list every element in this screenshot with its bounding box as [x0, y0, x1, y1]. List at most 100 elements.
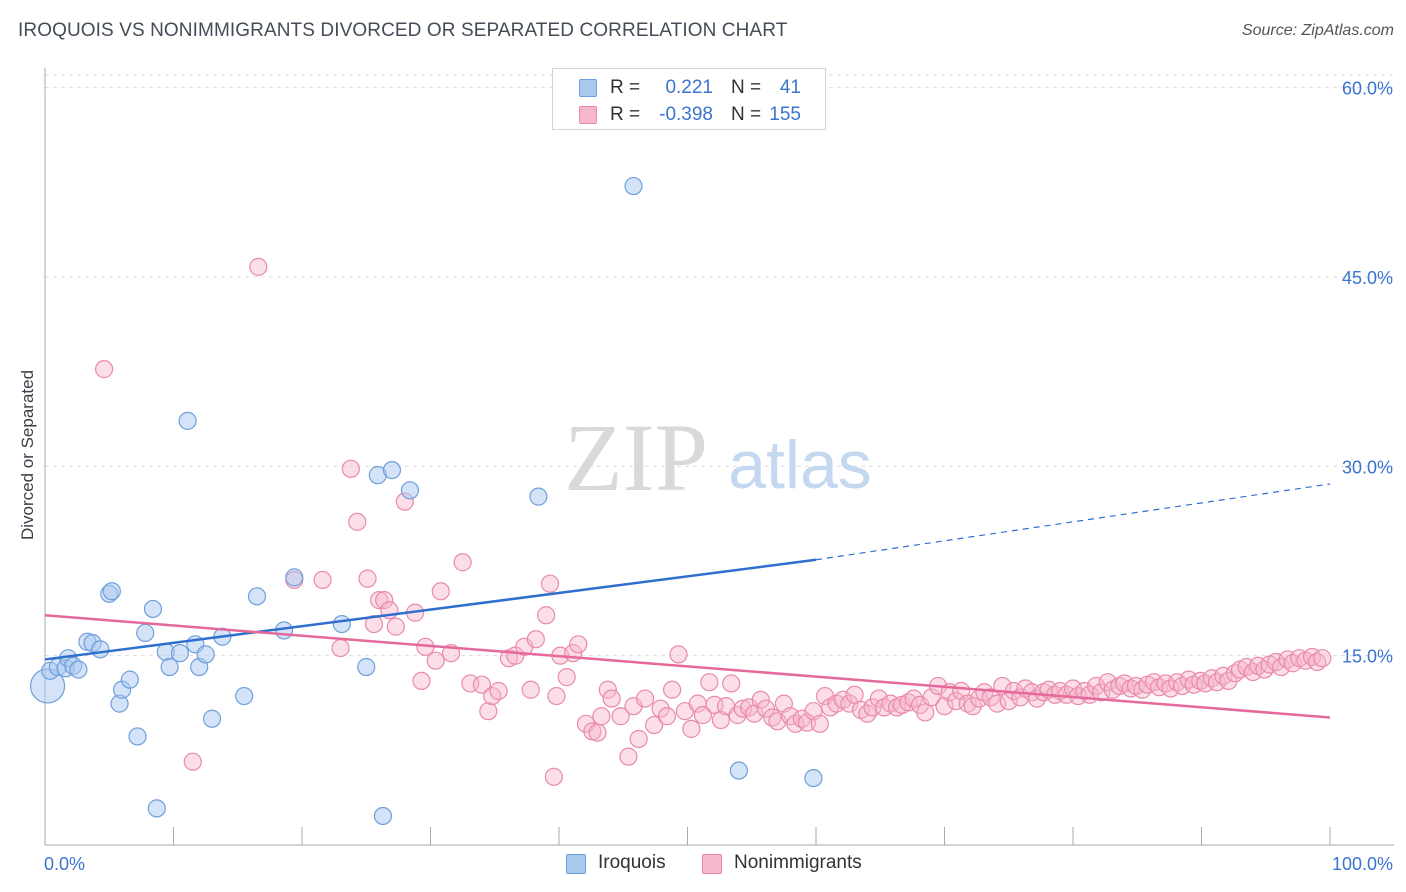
iroquois-point — [136, 623, 155, 643]
nonimmigrants-point — [644, 715, 664, 735]
nonimmigrants-point — [537, 606, 556, 625]
n-label: N = — [731, 77, 762, 98]
nonimmigrants-point — [635, 689, 655, 708]
iroquois-point — [400, 481, 420, 500]
nonimmigrants-point — [887, 698, 907, 717]
nonimmigrants-point — [722, 674, 741, 693]
tick-labels: 15.0% 30.0% 45.0% 60.0% 0.0% 100.0% — [44, 79, 1393, 874]
nonimmigrants-point — [845, 685, 864, 704]
nonimmigrants-point — [619, 747, 638, 766]
legend-label: Nonimmigrants — [734, 852, 862, 873]
nonimmigrants-point — [963, 697, 982, 716]
nonimmigrants-point — [733, 699, 752, 718]
iroquois-point — [373, 806, 393, 826]
nonimmigrants-point — [922, 688, 941, 707]
nonimmigrants-point — [1214, 666, 1233, 685]
iroquois-point — [102, 582, 121, 601]
nonimmigrants-point — [662, 680, 682, 699]
nonimmigrants-point — [693, 705, 713, 725]
nonimmigrants-point — [958, 694, 977, 713]
nonimmigrants-point — [412, 671, 431, 691]
nonimmigrants-point — [249, 257, 268, 276]
iroquois-point — [69, 660, 88, 679]
nonimmigrants-point — [521, 680, 540, 699]
nonimmigrants-point — [544, 767, 563, 786]
nonimmigrants-point — [453, 553, 472, 572]
nonimmigrants-point — [629, 729, 648, 749]
nonimmigrants-point — [358, 569, 377, 588]
nonimmigrants-swatch — [579, 106, 597, 124]
nonimmigrants-point — [840, 694, 859, 713]
nonimmigrants-point — [547, 686, 566, 706]
nonimmigrants-points — [95, 257, 1332, 786]
iroquois-point — [529, 487, 548, 506]
watermark-zip: ZIP — [564, 404, 708, 511]
nonimmigrants-point — [426, 651, 445, 670]
nonimmigrants-point — [183, 752, 202, 771]
nonimmigrants-point — [526, 630, 545, 649]
chart-title: IROQUOIS VS NONIMMIGRANTS DIVORCED OR SE… — [18, 20, 788, 41]
iroquois-point — [178, 411, 197, 430]
nonimmigrants-point — [1092, 683, 1111, 702]
n-label: N = — [731, 104, 762, 125]
iroquois-point — [285, 568, 304, 587]
iroquois-point — [143, 599, 163, 619]
nonimmigrants-point — [95, 360, 114, 379]
r-value: 0.221 — [665, 77, 713, 98]
nonimmigrants-point — [489, 681, 508, 701]
iroquois-point — [202, 709, 222, 728]
nonimmigrants-point — [669, 645, 688, 664]
nonimmigrants-point — [431, 582, 450, 601]
y-tick-label: 30.0% — [1342, 457, 1393, 477]
r-label: R = — [610, 104, 641, 125]
nonimmigrants-point — [479, 702, 498, 721]
iroquois-point — [332, 614, 351, 634]
legend-row-nonimmigrants: R = -0.398 N = 155 — [553, 102, 825, 126]
legend-row-iroquois: R = 0.221 N = 41 — [553, 75, 825, 99]
trend-lines — [44, 483, 1331, 719]
iroquois-point — [729, 761, 749, 780]
nonimmigrants-point — [705, 695, 724, 714]
nonimmigrants-point — [651, 699, 670, 718]
y-tick-label: 45.0% — [1342, 268, 1393, 288]
nonimmigrants-point — [341, 459, 360, 478]
y-tick-label: 15.0% — [1342, 647, 1393, 667]
nonimmigrants-swatch — [702, 854, 722, 874]
correlation-legend: R = 0.221 N = 41 R = -0.398 N = 155 — [552, 68, 826, 130]
iroquois-point — [128, 727, 147, 746]
iroquois-point — [196, 645, 215, 664]
nonimmigrants-point — [946, 691, 966, 711]
iroquois-point — [120, 670, 139, 689]
source-label: Source: ZipAtlas.com — [1241, 22, 1394, 39]
nonimmigrants-point — [313, 570, 332, 590]
r-label: R = — [610, 77, 641, 98]
iroquois-point — [170, 644, 190, 663]
iroquois-point — [147, 799, 166, 818]
y-tick-label: 60.0% — [1342, 79, 1393, 99]
nonimmigrants-point — [331, 638, 350, 658]
axes — [44, 68, 1394, 846]
iroquois-point — [235, 686, 254, 706]
grid-lines — [45, 74, 1394, 657]
iroquois-point — [357, 657, 376, 677]
iroquois-point — [382, 460, 402, 480]
nonimmigrants-point — [557, 668, 576, 687]
nonimmigrants-trend-line — [44, 614, 1331, 719]
iroquois-swatch — [566, 854, 586, 874]
iroquois-points — [29, 176, 823, 826]
nonimmigrants-point — [700, 673, 719, 692]
nonimmigrants-point — [751, 690, 770, 709]
iroquois-point — [624, 176, 643, 196]
legend-label: Iroquois — [598, 852, 666, 873]
nonimmigrants-point — [869, 689, 889, 708]
nonimmigrants-point — [375, 591, 394, 610]
iroquois-point — [247, 587, 267, 606]
n-value: 41 — [779, 77, 801, 98]
nonimmigrants-point — [364, 614, 384, 634]
nonimmigrants-point — [472, 675, 491, 694]
nonimmigrants-point — [1219, 671, 1238, 691]
nonimmigrants-point — [588, 723, 607, 742]
nonimmigrants-point — [682, 719, 701, 738]
x-tick-label: 0.0% — [44, 854, 85, 874]
